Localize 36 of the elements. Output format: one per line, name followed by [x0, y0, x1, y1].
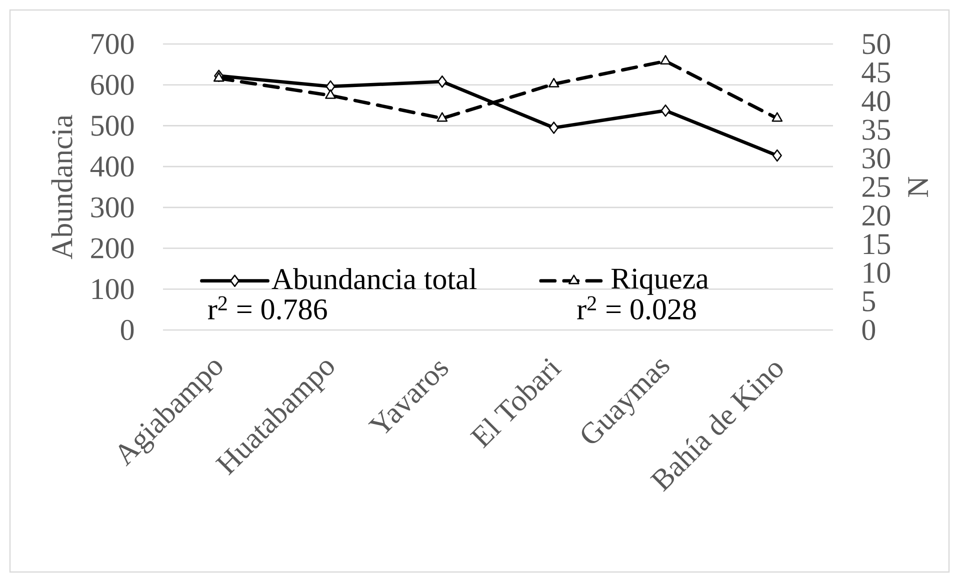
y2-tick-label: 30: [862, 148, 890, 169]
point: [772, 112, 783, 122]
y-tick-label: 300: [91, 197, 134, 218]
point: [660, 104, 670, 117]
y2-axis-title: N: [908, 176, 928, 197]
y-tick-label: 600: [91, 74, 134, 95]
point: [660, 54, 671, 65]
y2-tick-label: 50: [862, 34, 890, 54]
y-tick-label: 500: [92, 116, 134, 136]
y-tick-label: 700: [92, 34, 134, 54]
legend-label: Riqueza: [611, 268, 708, 295]
point: [326, 80, 336, 93]
legend-label: Abundancia total: [272, 268, 477, 290]
y-axis-title: Abundancia: [51, 114, 72, 260]
annotation: r$^{2}$ = 0.028: [577, 296, 696, 320]
y2-tick-label: 10: [864, 262, 890, 283]
y2-tick-label: 40: [862, 91, 890, 112]
point: [325, 89, 336, 99]
point: [436, 112, 448, 122]
y2-tick-label: 5: [862, 291, 876, 312]
point: [548, 78, 560, 88]
y-tick-label: 0: [120, 320, 134, 340]
point: [213, 72, 224, 82]
point: [549, 122, 559, 134]
y2-tick-label: 25: [862, 176, 890, 198]
y-tick-label: 200: [91, 238, 134, 258]
y-tick-label: 100: [92, 279, 134, 300]
point: [437, 75, 447, 88]
y-tick-label: 400: [90, 156, 134, 177]
y2-tick-label: 45: [862, 62, 890, 83]
y2-tick-label: 0: [862, 320, 876, 340]
y2-tick-label: 35: [862, 120, 890, 140]
y2-tick-label: 20: [862, 205, 890, 226]
annotation: r$^{2}$ = 0.786: [208, 296, 327, 320]
point: [772, 149, 782, 162]
y2-tick-label: 15: [864, 234, 890, 254]
